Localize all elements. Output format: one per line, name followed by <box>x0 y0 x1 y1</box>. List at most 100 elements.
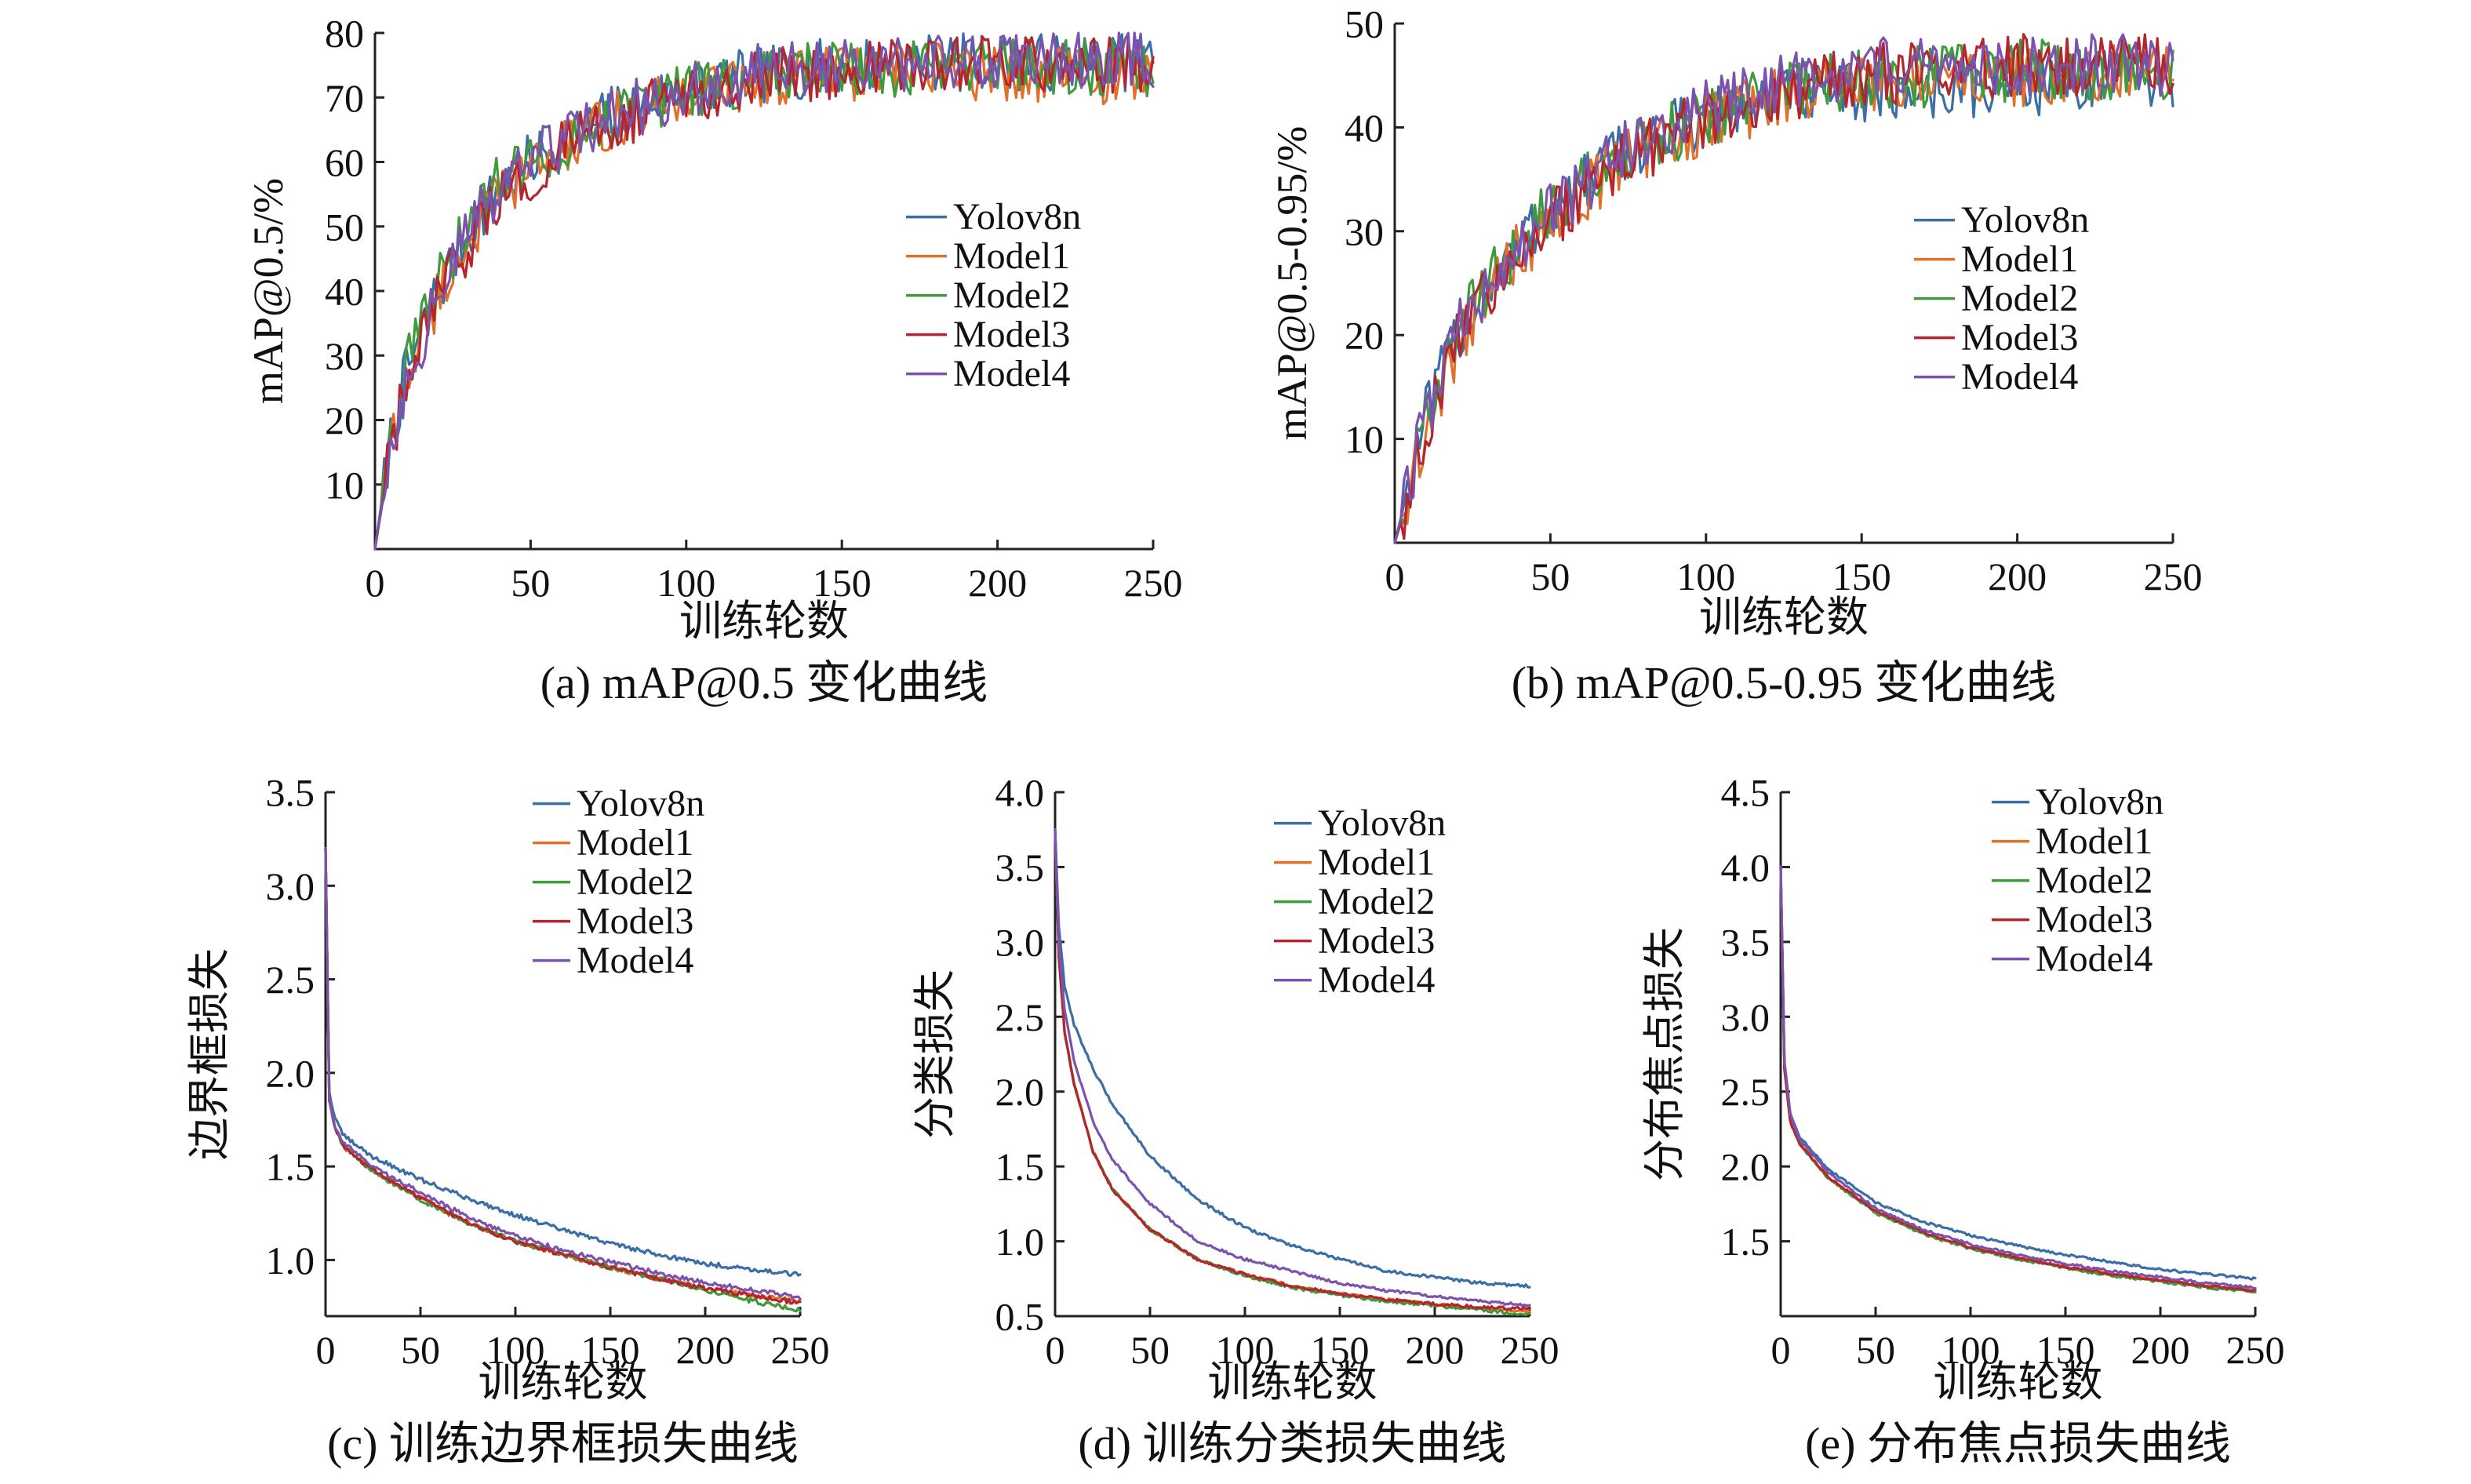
series-line-model3 <box>1779 865 2257 1293</box>
x-tick-label: 50 <box>1530 555 1570 598</box>
series-line-yolov8n <box>1054 828 1531 1289</box>
legend-label: Model3 <box>2036 899 2153 940</box>
series-group <box>1393 33 2174 544</box>
x-tick-label: 150 <box>813 561 872 605</box>
y-axis-label: 边界框损失 <box>186 948 233 1160</box>
x-tick-label: 200 <box>968 561 1027 605</box>
x-axis-label: 训练轮数 <box>1208 1359 1377 1406</box>
x-axis-label: 训练轮数 <box>479 1359 648 1406</box>
y-tick-label: 0.5 <box>995 1295 1045 1339</box>
legend-label: Model4 <box>1318 959 1435 1001</box>
y-tick-label: 4.5 <box>1721 771 1770 815</box>
y-tick-label: 40 <box>325 270 364 314</box>
series-line-model4 <box>324 847 802 1300</box>
y-tick-label: 1.0 <box>266 1238 315 1282</box>
legend-label: Model1 <box>1318 842 1435 883</box>
x-axis-label: 训练轮数 <box>1699 594 1869 641</box>
y-tick-label: 30 <box>1345 209 1384 253</box>
legend-label: Model2 <box>2036 860 2153 901</box>
legend-label: Model3 <box>577 900 693 942</box>
series-line-model4 <box>1779 865 2257 1290</box>
y-tick-label: 3.5 <box>1721 920 1770 964</box>
legend-label: Model1 <box>953 235 1070 277</box>
series-line-yolov8n <box>324 847 802 1277</box>
legend-label: Model1 <box>577 822 693 864</box>
y-tick-label: 2.5 <box>1721 1070 1770 1114</box>
legend-label: Model4 <box>2036 938 2153 980</box>
x-tick-label: 100 <box>1676 555 1735 598</box>
legend-label: Yolov8n <box>953 196 1081 238</box>
y-tick-label: 60 <box>325 140 364 184</box>
series-line-model4 <box>1054 828 1531 1308</box>
series-group <box>324 847 802 1313</box>
y-axis-label: mAP@0.5/% <box>245 178 292 404</box>
y-tick-label: 2.0 <box>995 1070 1045 1114</box>
x-tick-label: 50 <box>1130 1328 1170 1372</box>
chart-caption: (e) 分布焦点损失曲线 <box>1805 1418 2231 1469</box>
series-line-model1 <box>324 847 802 1304</box>
y-tick-label: 2.5 <box>995 995 1045 1039</box>
x-tick-label: 150 <box>2036 1328 2095 1372</box>
series-line-yolov8n <box>1779 865 2257 1281</box>
chart-caption: (c) 训练边界框损失曲线 <box>327 1418 799 1469</box>
y-tick-label: 40 <box>1345 106 1384 150</box>
y-axis-label: 分类损失 <box>912 969 959 1139</box>
x-tick-label: 200 <box>1406 1328 1465 1372</box>
x-tick-label: 100 <box>657 561 715 605</box>
series-line-model3 <box>1054 828 1531 1311</box>
legend-label: Yolov8n <box>2036 781 2163 823</box>
chart-d: 0 50 100 150 200 250 0.5 1.0 1.5 2.0 2.5 3.0 3.5 4.0 Y… <box>912 771 1559 1470</box>
x-tick-label: 200 <box>1988 555 2047 598</box>
legend-label: Yolov8n <box>1318 802 1446 844</box>
x-tick-label: 0 <box>1385 555 1405 598</box>
y-tick-label: 1.5 <box>995 1145 1045 1189</box>
y-tick-label: 80 <box>325 12 364 56</box>
x-tick-label: 50 <box>401 1328 440 1372</box>
legend-label: Yolov8n <box>577 783 704 824</box>
series-line-model4 <box>1393 33 2174 544</box>
x-tick-label: 250 <box>1501 1328 1559 1372</box>
x-axis-label: 训练轮数 <box>679 598 849 645</box>
legend-label: Model4 <box>1961 356 2078 398</box>
chart-c: 0 50 100 150 200 250 1.0 1.5 2.0 2.5 3.0 3.5 Yolov8n… <box>186 771 830 1470</box>
y-tick-label: 20 <box>1345 314 1384 358</box>
y-tick-label: 1.5 <box>1721 1220 1770 1264</box>
x-tick-label: 100 <box>1216 1328 1275 1372</box>
y-tick-label: 3.0 <box>995 920 1045 964</box>
chart-caption: (a) mAP@0.5 变化曲线 <box>540 657 988 708</box>
legend-label: Model4 <box>577 940 693 981</box>
y-axis-label: mAP@0.5-0.95/% <box>1268 126 1316 441</box>
chart-e: 0 50 100 150 200 250 1.5 2.0 2.5 3.0 3.5 4.0 4.5 Yolo… <box>1641 771 2285 1470</box>
x-tick-label: 0 <box>366 561 385 605</box>
legend-label: Model2 <box>1318 881 1435 922</box>
legend-label: Model2 <box>577 861 693 903</box>
series-line-model1 <box>1779 865 2257 1293</box>
x-tick-label: 0 <box>316 1328 336 1372</box>
y-tick-label: 10 <box>325 463 364 507</box>
x-tick-label: 100 <box>486 1328 545 1372</box>
y-tick-label: 3.0 <box>266 864 315 908</box>
y-tick-label: 4.0 <box>1721 846 1770 889</box>
y-axis-label: 分布焦点损失 <box>1641 927 1688 1181</box>
y-tick-label: 20 <box>325 398 364 442</box>
y-tick-label: 3.0 <box>1721 995 1770 1039</box>
x-tick-label: 250 <box>771 1328 830 1372</box>
y-tick-label: 50 <box>1345 2 1384 46</box>
legend-label: Yolov8n <box>1961 199 2089 241</box>
y-tick-label: 1.0 <box>995 1220 1045 1264</box>
x-tick-label: 150 <box>1832 555 1891 598</box>
y-tick-label: 4.0 <box>995 771 1045 815</box>
y-tick-label: 50 <box>325 205 364 249</box>
chart-caption: (b) mAP@0.5-0.95 变化曲线 <box>1512 657 2057 708</box>
x-tick-label: 150 <box>581 1328 640 1372</box>
series-group <box>1779 865 2257 1294</box>
y-tick-label: 2.0 <box>266 1051 315 1095</box>
legend-label: Model1 <box>1961 238 2078 280</box>
x-tick-label: 250 <box>2226 1328 2285 1372</box>
chart-b: 0 50 100 150 200 2501020304050Yolov8nModel1Mo… <box>1268 2 2203 709</box>
